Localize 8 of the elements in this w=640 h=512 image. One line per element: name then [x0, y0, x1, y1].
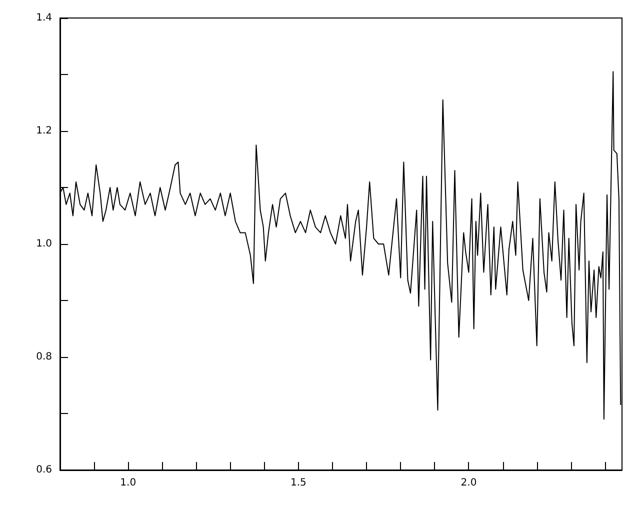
x-tick-label: 1.0	[120, 478, 136, 488]
y-tick-label: 1.4	[36, 12, 52, 24]
x-tick-label: 1.5	[290, 478, 306, 488]
y-tick-label: 0.6	[36, 464, 52, 476]
x-tick-label: 2.0	[460, 478, 477, 488]
y-tick-label: 1.0	[36, 238, 52, 250]
y-tick-label: 0.8	[36, 352, 52, 362]
y-tick-label: 1.2	[36, 126, 52, 136]
